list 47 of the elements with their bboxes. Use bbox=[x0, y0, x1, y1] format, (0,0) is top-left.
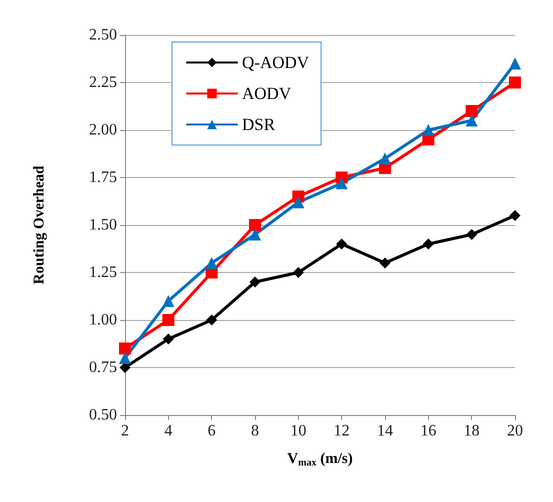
point bbox=[206, 314, 218, 326]
y-tick-label: 2.00 bbox=[89, 122, 117, 138]
y-tick-label: 1.00 bbox=[89, 312, 117, 328]
point bbox=[509, 76, 521, 88]
x-tick-label: 18 bbox=[464, 422, 480, 440]
x-tick-label: 12 bbox=[334, 422, 350, 440]
legend-label: DSR bbox=[242, 115, 276, 134]
x-tick-label: 20 bbox=[507, 422, 523, 440]
legend-label: AODV bbox=[242, 84, 292, 103]
point bbox=[292, 267, 304, 278]
point bbox=[466, 229, 478, 240]
y-tick-label: 2.50 bbox=[89, 26, 117, 44]
point bbox=[162, 334, 174, 344]
point bbox=[249, 228, 261, 240]
y-tick-label: 1.75 bbox=[89, 169, 117, 186]
y-tick-label: 1.50 bbox=[89, 216, 117, 234]
x-tick-label: 8 bbox=[251, 422, 259, 440]
x-tick-label: 16 bbox=[420, 422, 436, 440]
point bbox=[250, 276, 260, 288]
y-tick-label: 0.75 bbox=[89, 359, 117, 376]
point bbox=[119, 342, 131, 354]
point bbox=[379, 152, 391, 164]
x-tick-label: 14 bbox=[377, 422, 393, 440]
y-tick-label: 0.50 bbox=[89, 406, 117, 424]
point bbox=[422, 124, 434, 136]
point bbox=[336, 177, 348, 190]
x-tick-label: 2 bbox=[121, 422, 129, 440]
x-tick-label: 4 bbox=[164, 422, 172, 440]
point bbox=[509, 58, 521, 70]
point bbox=[466, 105, 478, 117]
point bbox=[510, 210, 520, 221]
point bbox=[422, 238, 434, 250]
y-tick-label: 1.25 bbox=[89, 264, 117, 281]
point bbox=[466, 114, 478, 126]
point bbox=[249, 219, 261, 231]
point bbox=[206, 257, 218, 269]
x-tick-label: 10 bbox=[290, 422, 306, 440]
point bbox=[162, 295, 174, 307]
y-axis-title: Routing Overhead bbox=[32, 164, 48, 284]
point bbox=[380, 258, 390, 268]
point bbox=[292, 196, 304, 208]
point bbox=[162, 314, 174, 326]
y-tick-label: 2.25 bbox=[89, 74, 117, 91]
point bbox=[336, 238, 348, 250]
point bbox=[119, 352, 131, 364]
x-tick-label: 6 bbox=[208, 422, 216, 440]
legend-label: Q-AODV bbox=[242, 53, 310, 72]
